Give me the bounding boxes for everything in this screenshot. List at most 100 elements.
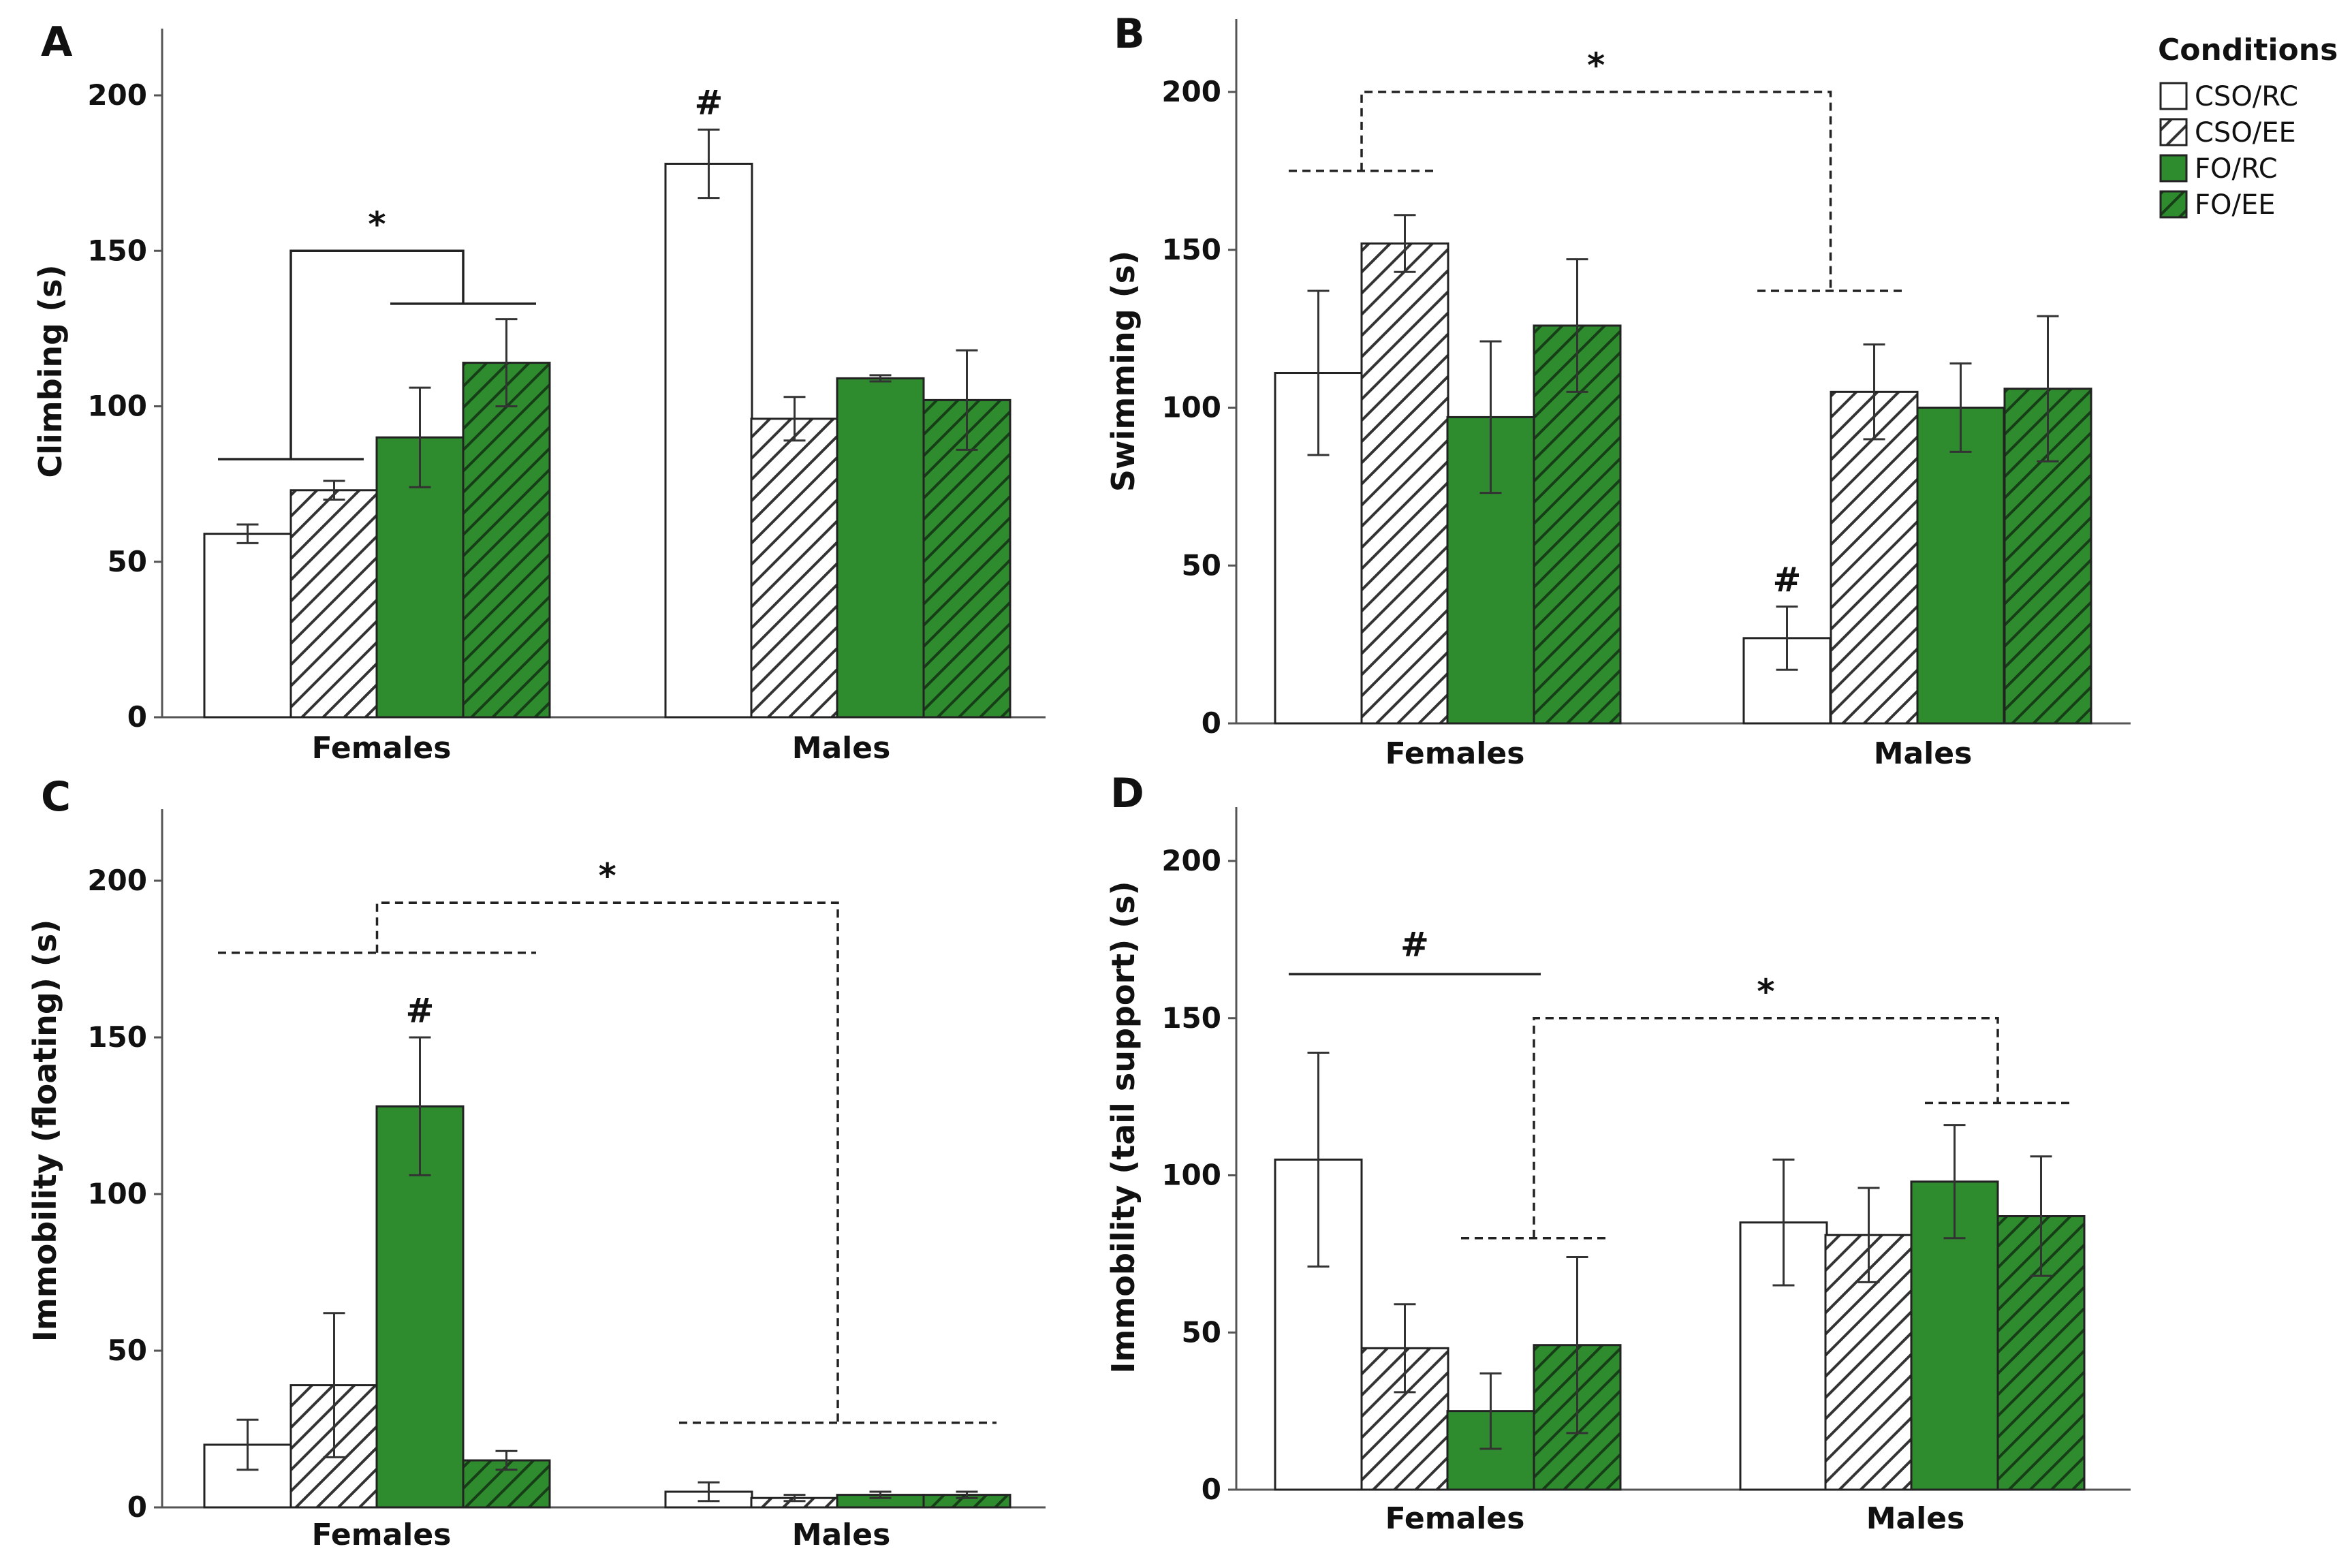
panel-d-annotation-star: * (1757, 972, 1774, 1012)
legend: Conditions CSO/RC CSO/EE FO/RC FO/EE (2158, 33, 2337, 221)
panel-c-category-label-males: Males (792, 1518, 891, 1552)
panel-c-bracket-connector (375, 901, 839, 1423)
panel-b-bar-females-cso-rc-error-bar (1307, 289, 1330, 456)
panel-c-annotation-bracket: * (218, 856, 997, 1424)
panel-b-y-tick-label-50: 50 (1182, 548, 1221, 582)
legend-label-cso-ee: CSO/EE (2195, 117, 2296, 148)
panel-a-category-label-males: Males (792, 731, 891, 766)
panel-b-y-tick-label-0: 0 (1202, 706, 1221, 740)
panel-b-y-tick-label-150: 150 (1161, 233, 1221, 266)
panel-c-y-tick-label-200: 200 (87, 864, 147, 897)
panel-c: C Immobility (floating) (s) 0 50 100 150 200… (27, 773, 1046, 1552)
panel-a: A Climbing (s) 0 50 100 150 200 # * Females Ma… (32, 18, 1046, 766)
panel-c-y-tick-label-150: 150 (87, 1020, 147, 1054)
panel-a-bar-males-cso-rc-error-bar (697, 128, 720, 200)
panel-a-bar-males-fo-ee (922, 398, 1011, 719)
panel-a-bar-females-cso-rc-error-bar (236, 523, 259, 544)
panel-a-bar-males-cso-ee (750, 418, 839, 719)
legend-swatch-fo-ee (2159, 190, 2188, 219)
panel-a-y-axis-title: Climbing (s) (32, 264, 69, 477)
panel-a-annotation-hash: # (695, 83, 723, 123)
panel-c-bar-females-cso-ee-error-bar (323, 1312, 345, 1458)
panel-b-category-label-males: Males (1874, 736, 1973, 771)
legend-swatch-cso-rc (2159, 82, 2188, 110)
panel-c-y-tick-label-0: 0 (127, 1490, 147, 1524)
panel-b-bar-females-fo-ee-error-bar (1566, 258, 1588, 393)
panel-c-bar-males-fo-rc-error-bar (869, 1490, 892, 1499)
panel-a-bar-females-cso-ee-error-bar (323, 480, 345, 501)
legend-swatch-cso-ee (2159, 118, 2188, 146)
panel-a-bar-males-fo-ee-error-bar (956, 349, 978, 451)
panel-a-y-tick-label-100: 100 (87, 390, 147, 423)
panel-b-y-axis-title: Swimming (s) (1105, 251, 1142, 492)
panel-c-plot: 0 50 100 150 200 # * (87, 809, 1046, 1524)
legend-label-fo-rc: FO/RC (2195, 153, 2278, 185)
panel-c-bar-males-cso-ee-error-bar (783, 1494, 806, 1503)
panel-c-bar-males-fo-ee-error-bar (956, 1490, 978, 1499)
panel-d-bar-males-cso-rc-error-bar (1772, 1158, 1795, 1287)
panel-a-y-tick-label-0: 0 (127, 700, 147, 734)
panel-c-y-tick-label-50: 50 (108, 1334, 147, 1367)
panel-b-annotation-bracket: * (1289, 46, 1904, 292)
panel-d-y-tick-label-200: 200 (1161, 844, 1221, 877)
panel-a-bar-males-fo-rc (836, 377, 925, 719)
panel-d-bar-females-fo-rc-error-bar (1479, 1372, 1502, 1450)
panel-d-bar-males-cso-ee-error-bar (1857, 1187, 1880, 1283)
panel-b-y-tick-label-100: 100 (1161, 391, 1221, 424)
panel-d-category-label-females: Females (1385, 1501, 1525, 1536)
panel-a-bar-females-fo-rc-error-bar (409, 386, 431, 488)
panel-d: D Immobility (tail support) (s) 0 50 100 15… (1105, 770, 2131, 1536)
panel-d-category-label-males: Males (1866, 1501, 1965, 1536)
panel-b-bar-females-cso-ee (1360, 242, 1449, 725)
panel-a-bar-females-fo-ee-error-bar (495, 318, 518, 407)
legend-item-fo-ee: FO/EE (2159, 189, 2276, 221)
panel-d-annotation-hash: # (1400, 925, 1429, 965)
panel-b-bar-males-cso-ee-error-bar (1863, 343, 1885, 441)
panel-c-bar-males-cso-rc-error-bar (697, 1481, 720, 1503)
panel-d-y-tick-label-100: 100 (1161, 1159, 1221, 1192)
panel-c-category-label-females: Females (312, 1518, 452, 1552)
panel-d-bar-males-fo-rc-error-bar (1943, 1124, 1966, 1240)
panel-d-bar-females-cso-rc-error-bar (1307, 1052, 1330, 1268)
panel-b-bar-males-fo-ee-error-bar (2037, 315, 2059, 462)
panel-c-annotation-hash: # (406, 991, 435, 1031)
legend-label-cso-rc: CSO/RC (2195, 81, 2298, 112)
panel-d-y-tick-label-0: 0 (1202, 1473, 1221, 1506)
panel-a-bar-males-cso-rc (664, 162, 753, 719)
legend-title: Conditions (2158, 33, 2337, 67)
legend-label-fo-ee: FO/EE (2195, 189, 2276, 221)
panel-b-plot: 0 50 100 150 200 # * (1161, 19, 2131, 740)
panel-b-category-label-females: Females (1385, 736, 1525, 771)
panel-a-annotation-star: * (368, 204, 386, 244)
panel-a-bar-females-cso-rc (203, 533, 292, 719)
panel-a-y-tick-label-50: 50 (108, 545, 147, 578)
panel-b-bar-males-cso-ee (1830, 390, 1919, 725)
panel-b-bar-females-cso-ee-error-bar (1394, 214, 1416, 273)
panel-a-letter: A (41, 18, 73, 66)
panel-c-annotation-star: * (599, 856, 616, 896)
legend-item-cso-rc: CSO/RC (2159, 81, 2298, 112)
panel-b-annotation-star: * (1587, 46, 1605, 85)
panel-c-bar-females-cso-rc-error-bar (236, 1418, 259, 1471)
panel-d-bar-females-fo-ee-error-bar (1566, 1255, 1588, 1434)
panel-c-y-axis-title: Immobility (floating) (s) (27, 920, 63, 1342)
panel-b-bracket-connector (1360, 91, 1832, 292)
legend-swatch-fo-rc (2159, 154, 2188, 183)
panel-d-annotation-bracket: * (1461, 972, 2071, 1240)
panel-b-bar-males-fo-rc (1916, 407, 2005, 725)
panel-d-bar-males-fo-ee-error-bar (2030, 1155, 2052, 1277)
panel-a-plot: 0 50 100 150 200 # * (87, 29, 1046, 734)
panel-a-y-tick-label-150: 150 (87, 234, 147, 267)
panel-c-bar-females-fo-ee-error-bar (495, 1449, 518, 1471)
panel-b-letter: B (1114, 10, 1145, 58)
panel-a-bracket-connector (289, 249, 465, 460)
panel-c-letter: C (41, 773, 71, 821)
panel-d-plot: 0 50 100 150 200 # * (1161, 807, 2131, 1506)
panel-d-bracket-connector (1533, 1017, 1999, 1238)
panel-c-bar-females-fo-rc-error-bar (409, 1036, 431, 1176)
panel-b-bar-males-cso-rc-error-bar (1776, 606, 1798, 671)
panel-a-bar-females-cso-ee (289, 489, 379, 719)
panel-b-bar-females-fo-rc-error-bar (1479, 340, 1502, 495)
panel-d-bar-females-cso-ee-error-bar (1394, 1303, 1416, 1394)
